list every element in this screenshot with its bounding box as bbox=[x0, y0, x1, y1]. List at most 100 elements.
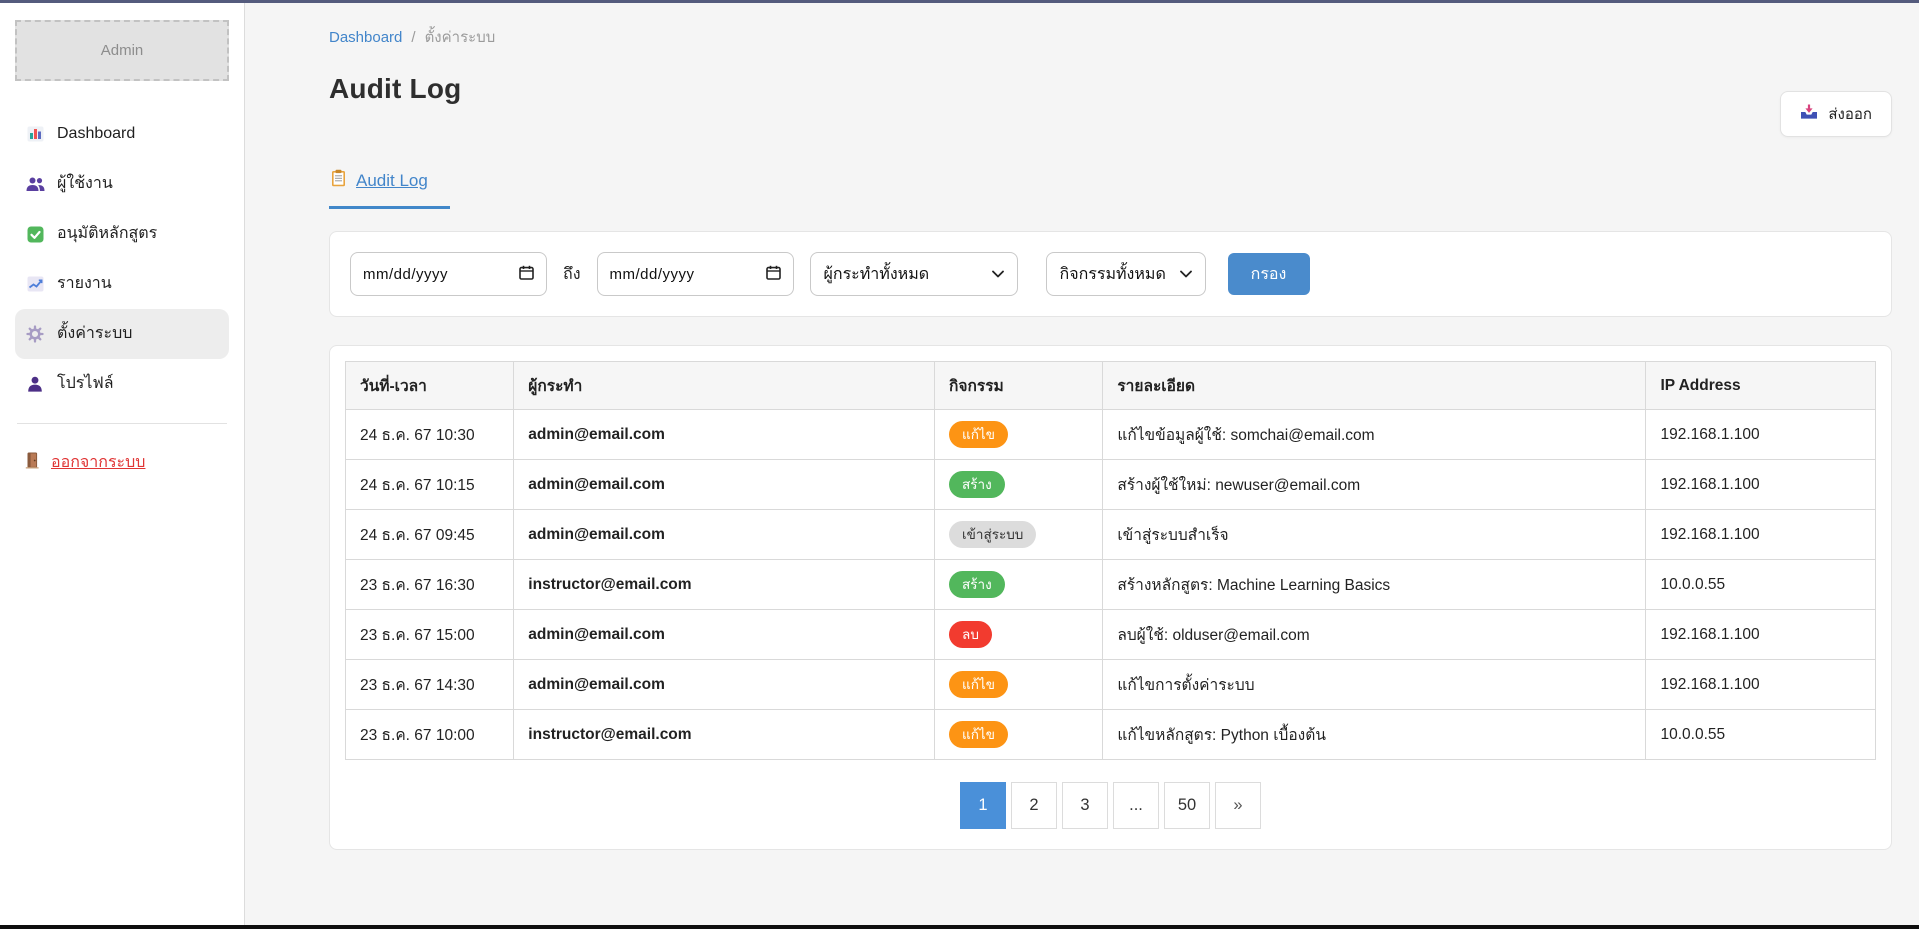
cell-action: เข้าสู่ระบบ bbox=[934, 509, 1104, 560]
sidebar-item-label: อนุมัติหลักสูตร bbox=[57, 225, 158, 242]
cell-action: แก้ไข bbox=[934, 409, 1104, 460]
date-to-input[interactable]: mm/dd/yyyy bbox=[596, 252, 794, 296]
table-row: 23 ธ.ค. 67 15:00 admin@email.com ลบ ลบผู้ใช… bbox=[344, 609, 1876, 660]
audit-table-body: 24 ธ.ค. 67 10:30 admin@email.com แก้ไข แก้ไ… bbox=[344, 409, 1876, 760]
filter-button[interactable]: กรอง bbox=[1227, 253, 1310, 295]
users-icon bbox=[25, 176, 45, 192]
sidebar-divider bbox=[17, 423, 227, 424]
page-button-1[interactable]: 1 bbox=[960, 782, 1006, 829]
actor-select-value: ผู้กระทำทั้งหมด bbox=[823, 265, 930, 283]
cell-actor: admin@email.com bbox=[513, 609, 936, 660]
cell-ip: 10.0.0.55 bbox=[1645, 709, 1876, 760]
page-next-button[interactable]: » bbox=[1215, 782, 1261, 829]
cell-detail: แก้ไขข้อมูลผู้ใช้: somchai@email.com bbox=[1102, 409, 1647, 460]
breadcrumb: Dashboard / ตั้งค่าระบบ bbox=[329, 25, 1892, 49]
cell-detail: เข้าสู่ระบบสำเร็จ bbox=[1102, 509, 1647, 560]
page-title: Audit Log bbox=[329, 73, 462, 104]
actor-select[interactable]: ผู้กระทำทั้งหมด bbox=[809, 252, 1018, 296]
breadcrumb-dashboard-link[interactable]: Dashboard bbox=[329, 28, 403, 46]
table-row: 24 ธ.ค. 67 09:45 admin@email.com เข้าสู่ระ… bbox=[344, 509, 1876, 560]
sidebar-item-reports[interactable]: รายงาน bbox=[15, 259, 229, 309]
sidebar-item-label: Dashboard bbox=[57, 125, 136, 142]
column-header-action: กิจกรรม bbox=[934, 361, 1104, 410]
page-button-50[interactable]: 50 bbox=[1164, 782, 1210, 829]
sidebar-item-profile[interactable]: โปรไฟล์ bbox=[15, 359, 229, 409]
cell-ip: 192.168.1.100 bbox=[1645, 409, 1876, 460]
admin-brand-placeholder: Admin bbox=[15, 20, 229, 81]
cell-ip: 192.168.1.100 bbox=[1645, 609, 1876, 660]
column-header-datetime: วันที่-เวลา bbox=[344, 361, 515, 410]
table-header-row: วันที่-เวลา ผู้กระทำ กิจกรรม รายละเอียด … bbox=[344, 361, 1876, 410]
date-from-input[interactable]: mm/dd/yyyy bbox=[350, 252, 547, 296]
clipboard-icon bbox=[331, 169, 346, 192]
cell-detail: สร้างหลักสูตร: Machine Learning Basics bbox=[1102, 559, 1647, 610]
action-badge: แก้ไข bbox=[949, 721, 1008, 748]
cell-action: สร้าง bbox=[934, 559, 1104, 610]
cell-ip: 192.168.1.100 bbox=[1645, 659, 1876, 710]
action-badge: ลบ bbox=[949, 621, 992, 648]
cell-action: สร้าง bbox=[934, 459, 1104, 510]
tab-label: Audit Log bbox=[356, 170, 428, 190]
cell-datetime: 23 ธ.ค. 67 16:30 bbox=[344, 559, 515, 610]
page-button-2[interactable]: 2 bbox=[1011, 782, 1057, 829]
sidebar-item-label: ตั้งค่าระบบ bbox=[57, 325, 133, 342]
cell-detail: ลบผู้ใช้: olduser@email.com bbox=[1102, 609, 1647, 660]
calendar-icon bbox=[519, 265, 534, 284]
sidebar-item-dashboard[interactable]: Dashboard bbox=[15, 109, 229, 159]
cell-datetime: 24 ธ.ค. 67 09:45 bbox=[344, 509, 515, 560]
cell-ip: 10.0.0.55 bbox=[1645, 559, 1876, 610]
cell-detail: สร้างผู้ใช้ใหม่: newuser@email.com bbox=[1102, 459, 1647, 510]
audit-table: วันที่-เวลา ผู้กระทำ กิจกรรม รายละเอียด … bbox=[344, 361, 1876, 760]
calendar-icon bbox=[765, 265, 781, 284]
tab-audit-log[interactable]: Audit Log bbox=[329, 163, 450, 209]
export-button[interactable]: ส่งออก bbox=[1780, 91, 1892, 137]
cell-datetime: 23 ธ.ค. 67 10:00 bbox=[344, 709, 515, 760]
cell-actor: admin@email.com bbox=[513, 459, 936, 510]
cell-ip: 192.168.1.100 bbox=[1645, 509, 1876, 560]
breadcrumb-separator: / bbox=[411, 28, 416, 46]
cell-actor: instructor@email.com bbox=[513, 709, 936, 760]
chevron-down-icon bbox=[1179, 265, 1192, 283]
audit-table-panel: วันที่-เวลา ผู้กระทำ กิจกรรม รายละเอียด … bbox=[329, 345, 1892, 850]
sidebar-item-label: โปรไฟล์ bbox=[57, 375, 114, 392]
report-chart-icon bbox=[25, 276, 45, 292]
chevron-down-icon bbox=[991, 265, 1004, 283]
action-badge: แก้ไข bbox=[949, 421, 1008, 448]
action-badge: เข้าสู่ระบบ bbox=[949, 521, 1037, 548]
page-ellipsis: ... bbox=[1113, 782, 1159, 829]
pagination: 1 2 3 ... 50 » bbox=[345, 782, 1876, 829]
to-label: ถึง bbox=[563, 265, 581, 283]
cell-action: แก้ไข bbox=[934, 659, 1104, 710]
table-row: 24 ธ.ค. 67 10:15 admin@email.com สร้าง สร้า… bbox=[344, 459, 1876, 510]
approve-check-icon bbox=[25, 226, 45, 243]
table-row: 23 ธ.ค. 67 14:30 admin@email.com แก้ไข แก้ไ… bbox=[344, 659, 1876, 710]
date-to-value: mm/dd/yyyy bbox=[609, 265, 695, 283]
sidebar-item-system-settings[interactable]: ตั้งค่าระบบ bbox=[15, 309, 229, 359]
top-accent-bar bbox=[0, 0, 1919, 3]
table-row: 23 ธ.ค. 67 16:30 instructor@email.com สร้า… bbox=[344, 559, 1876, 610]
activity-select-value: กิจกรรมทั้งหมด bbox=[1059, 265, 1166, 283]
sidebar-item-course-approval[interactable]: อนุมัติหลักสูตร bbox=[15, 209, 229, 259]
action-badge: สร้าง bbox=[949, 471, 1005, 498]
cell-datetime: 23 ธ.ค. 67 14:30 bbox=[344, 659, 515, 710]
bottom-edge-bar bbox=[0, 925, 1919, 929]
activity-select[interactable]: กิจกรรมทั้งหมด bbox=[1045, 252, 1206, 296]
sidebar-item-users[interactable]: ผู้ใช้งาน bbox=[15, 159, 229, 209]
cell-datetime: 24 ธ.ค. 67 10:30 bbox=[344, 409, 515, 460]
logout-link[interactable]: ออกจากระบบ bbox=[15, 438, 229, 487]
cell-action: ลบ bbox=[934, 609, 1104, 660]
admin-brand-label: Admin bbox=[100, 42, 144, 59]
date-from-value: mm/dd/yyyy bbox=[363, 265, 449, 283]
column-header-detail: รายละเอียด bbox=[1102, 361, 1647, 410]
filter-panel: mm/dd/yyyy ถึง mm/dd/yyyy ผู้กระทำทั้งหม… bbox=[329, 231, 1892, 317]
page-button-3[interactable]: 3 bbox=[1062, 782, 1108, 829]
dashboard-icon bbox=[25, 126, 45, 142]
page-header: Audit Log ส่งออก bbox=[329, 73, 1892, 137]
cell-action: แก้ไข bbox=[934, 709, 1104, 760]
download-tray-icon bbox=[1800, 104, 1818, 124]
logout-label: ออกจากระบบ bbox=[51, 454, 146, 471]
export-button-label: ส่งออก bbox=[1828, 106, 1872, 123]
cell-actor: instructor@email.com bbox=[513, 559, 936, 610]
main-content: Dashboard / ตั้งค่าระบบ Audit Log ส่งออก… bbox=[245, 3, 1919, 925]
action-badge: สร้าง bbox=[949, 571, 1005, 598]
